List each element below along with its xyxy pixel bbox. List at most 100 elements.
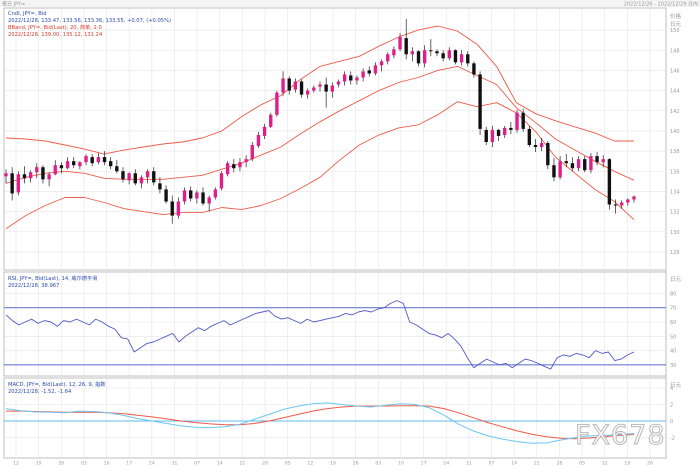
candle-bear [115, 166, 119, 172]
candle-bull [250, 145, 254, 160]
candle-bull [256, 134, 261, 147]
x-tick-label: 26 [353, 461, 359, 467]
candle-bear [201, 192, 205, 204]
price-y-tick: 144 [670, 89, 680, 95]
price-y-tick: 148 [670, 48, 680, 54]
candle-bull [361, 71, 365, 78]
candle-bear [324, 84, 328, 92]
candle-bull [447, 50, 451, 59]
rsi-line [5, 300, 635, 370]
candle-bull [503, 127, 507, 135]
candle-bear [435, 51, 439, 54]
rsi-y-tick: 30 [670, 363, 676, 369]
candle-bear [509, 127, 513, 130]
candle-bear [429, 50, 433, 52]
price-y-tick: 150 [670, 28, 680, 34]
candle-bear [10, 173, 14, 194]
candle-bear [564, 161, 568, 164]
bollinger-bands [5, 25, 635, 230]
candle-bull [53, 165, 57, 175]
candle-bull [459, 54, 464, 63]
window-title-right: 2022/12/26 - 2022/12/29 日内 [624, 1, 698, 8]
candle-bull [330, 85, 335, 92]
candle-bear [59, 165, 64, 169]
candle-bear [404, 38, 408, 55]
x-tick-label: 28 [556, 461, 562, 467]
candle-bear [521, 112, 525, 129]
candle-bear [152, 171, 156, 183]
rsi-y-tick: 70 [670, 306, 676, 312]
candle-bull [379, 61, 384, 66]
candle-bull [318, 84, 322, 87]
rsi-series [4, 300, 666, 370]
candle-bear [189, 190, 193, 199]
x-tick-label: 12 [13, 461, 19, 467]
x-tick-label: 12 [307, 461, 313, 467]
rsi-y-tick: 80 [670, 291, 676, 297]
macd-y-tick: 4 [670, 386, 673, 392]
bollinger-upper [5, 25, 634, 155]
x-tick-label: 10 [104, 461, 110, 467]
candle-bear [484, 129, 488, 143]
price-y-tick: 136 [670, 169, 680, 175]
x-tick-label: 14 [217, 461, 223, 467]
candle-bull [398, 37, 402, 50]
rsi-y-tick: 50 [670, 334, 676, 340]
bollinger-lower [5, 101, 635, 230]
candle-bear [108, 161, 113, 167]
candle-bear [453, 50, 458, 63]
price-panel-frame [3, 7, 667, 271]
x-tick-label: 05 [285, 461, 291, 467]
candle-bear [607, 159, 612, 205]
candle-bear [416, 51, 421, 64]
rsi-y-tick: 60 [670, 320, 676, 326]
candle-bull [182, 190, 187, 202]
x-tick-label: 24 [443, 461, 449, 467]
candles [4, 18, 636, 224]
bollinger-middle [5, 65, 635, 184]
candle-bear [552, 165, 556, 178]
candle-bull [207, 197, 211, 204]
x-tick-label: 17 [126, 461, 132, 467]
candle-bull [342, 74, 347, 82]
candle-bull [145, 171, 150, 178]
x-tick-label: 03 [81, 461, 87, 467]
candle-bear [472, 63, 476, 75]
candle-bear [121, 171, 125, 180]
price-y-tick: 146 [670, 68, 680, 74]
candle-bear [496, 129, 501, 136]
candle-bull [127, 173, 131, 181]
candle-bull [422, 50, 427, 64]
candle-bull [4, 173, 8, 177]
candle-bear [72, 161, 76, 166]
candle-bull [305, 90, 310, 95]
x-tick-label: 26 [58, 461, 64, 467]
x-tick-label: 19 [36, 461, 42, 467]
candle-bear [41, 167, 45, 180]
candle-bear [533, 145, 538, 148]
x-tick-label: 19 [330, 461, 336, 467]
candle-bull [65, 161, 70, 169]
x-tick-label: 17 [421, 461, 427, 467]
candle-bull [225, 163, 230, 175]
candle-bull [78, 162, 82, 167]
candle-bull [195, 192, 199, 199]
candle-bull [392, 49, 396, 56]
candle-bull [626, 199, 630, 203]
price-axis-title: 价格 [670, 12, 682, 20]
macd-legend-line1: MACD, JPY=, Bid(Last), 12, 26, 9, 指数 [8, 380, 106, 388]
candle-bear [232, 164, 236, 169]
macd-panel-frame [3, 377, 667, 459]
x-tick-label: 03 [375, 461, 381, 467]
candle-bull [139, 177, 144, 184]
candle-bull [373, 65, 378, 74]
candle-bear [133, 173, 137, 184]
candle-bull [84, 156, 88, 163]
candle-bull [490, 129, 495, 143]
candle-bull [515, 112, 519, 130]
price-y-tick: 128 [670, 250, 680, 256]
candle-bear [613, 204, 618, 206]
x-tick-label: 05 [579, 461, 585, 467]
window-title: 每日 JPY= [2, 1, 25, 8]
